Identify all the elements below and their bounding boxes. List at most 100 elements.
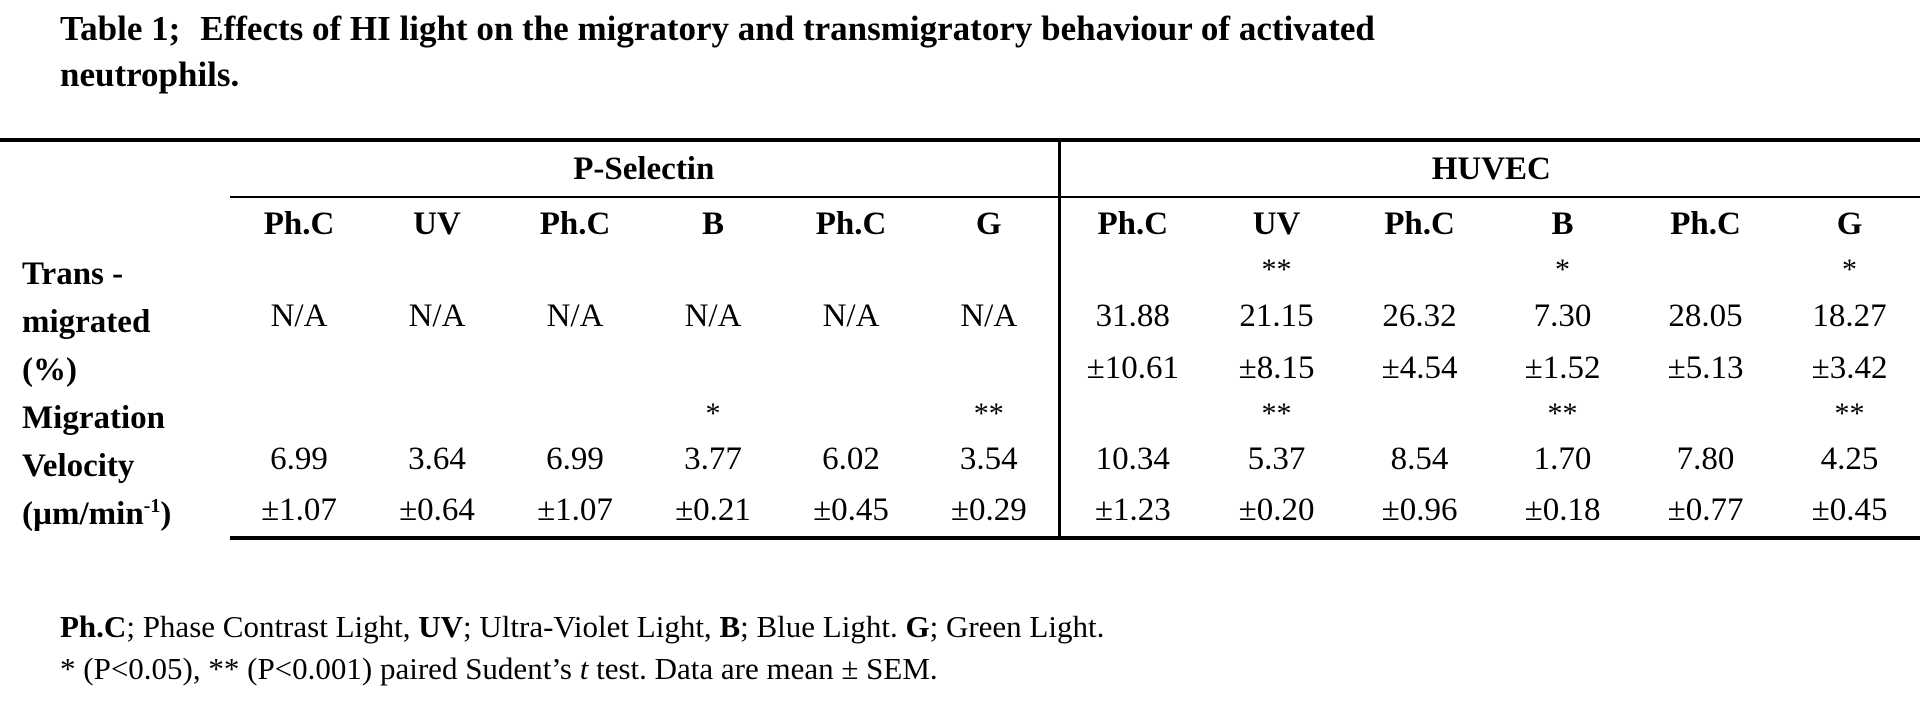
sem-value: ±0.20	[1205, 484, 1349, 541]
row-velocity-sem: ±1.07 ±0.64 ±1.07 ±0.21 ±0.45 ±0.29 ±1.23 ±0.20…	[0, 484, 1920, 541]
significance-marker: **	[1834, 397, 1865, 430]
significance-marker: *	[705, 397, 721, 430]
mean-value: 28.05	[1668, 297, 1743, 334]
significance-marker	[1348, 250, 1491, 290]
significance-marker	[1634, 394, 1777, 434]
sem-value	[920, 342, 1061, 394]
significance-marker	[506, 394, 644, 434]
column-header: Ph.C	[1384, 205, 1455, 242]
abbreviation-desc: ; Green Light.	[929, 609, 1105, 644]
mean-value: 3.54	[920, 434, 1061, 485]
mean-value: N/A	[546, 297, 604, 334]
significance-marker	[368, 394, 506, 434]
row-label-line: Trans -	[22, 256, 124, 292]
sem-value: ±0.45	[1777, 484, 1920, 541]
statistics-note: * (P<0.05), ** (P<0.001) paired Sudent’s…	[60, 651, 938, 686]
sem-value: ±0.96	[1348, 484, 1492, 541]
sem-value: ±0.45	[782, 484, 920, 541]
column-header: B	[701, 205, 724, 242]
sem-value	[230, 342, 368, 394]
significance-marker: **	[1261, 253, 1292, 286]
mean-value: 31.88	[1095, 297, 1170, 334]
sem-value: ±0.18	[1491, 484, 1635, 541]
mean-value: 6.02	[822, 440, 880, 477]
significance-marker	[1634, 250, 1777, 290]
title-line-1: Table 1; Effects of HI light on the migra…	[60, 9, 1375, 48]
sem-value: ±0.64	[368, 484, 506, 541]
column-header: UV	[413, 205, 461, 242]
significance-marker	[920, 250, 1061, 290]
column-header: Ph.C	[815, 205, 887, 242]
row-transmigrated-sem: ±10.61 ±8.15 ±4.54 ±1.52 ±5.13 ±3.42	[0, 342, 1920, 394]
sem-value	[782, 342, 920, 394]
title-line-2: neutrophils.	[60, 55, 240, 94]
significance-marker: **	[1261, 397, 1292, 430]
group-header-p-selectin: P-Selectin	[230, 138, 1061, 198]
column-header: Ph.C	[539, 205, 611, 242]
mean-value: N/A	[684, 297, 742, 334]
row-label-superscript: -1	[143, 495, 161, 517]
abbreviation-legend: Ph.C; Phase Contrast Light, UV; Ultra-Vi…	[60, 606, 1104, 648]
sem-value: ±0.77	[1634, 484, 1778, 541]
significance-marker	[368, 250, 506, 290]
title-text: Effects of HI light on the migratory and…	[200, 9, 1375, 48]
row-transmigrated-sig: Trans - migrated (%) ** * *	[0, 250, 1920, 388]
mean-value: 6.99	[546, 440, 604, 477]
mean-value: 6.99	[270, 440, 328, 477]
sem-value: ±1.07	[506, 484, 644, 541]
mean-value: 3.77	[684, 440, 742, 477]
abbreviation-desc: ; Phase Contrast Light,	[126, 609, 419, 644]
mean-value: 7.80	[1676, 440, 1735, 477]
sem-value: ±1.23	[1059, 484, 1206, 541]
column-header: Ph.C	[1670, 205, 1741, 242]
significance-marker	[782, 394, 920, 434]
row-velocity-sig: Migration Velocity (µm/min-1) * ** ** ** **	[0, 394, 1920, 532]
table-title: Table 1; Effects of HI light on the migra…	[60, 6, 1730, 98]
row-label-line: migrated	[22, 304, 151, 340]
mean-value: N/A	[822, 297, 880, 334]
row-label-line: Migration	[22, 400, 165, 436]
significance-marker	[644, 250, 782, 290]
significance-marker	[1348, 394, 1491, 434]
column-header: G	[1836, 205, 1863, 242]
sem-value: ±4.54	[1381, 349, 1458, 386]
sem-value: ±8.15	[1238, 349, 1315, 386]
mean-value: N/A	[270, 297, 328, 334]
column-header: G	[920, 197, 1061, 250]
abbreviation-key: Ph.C	[60, 609, 127, 644]
row-label-line: (%)	[22, 352, 77, 388]
sem-value: ±10.61	[1086, 349, 1179, 386]
mean-value: 1.70	[1533, 440, 1592, 477]
column-header: Ph.C	[1097, 205, 1169, 242]
mean-value: 10.34	[1095, 440, 1170, 477]
column-header: B	[1551, 205, 1574, 242]
significance-marker	[782, 250, 920, 290]
row-label-transmigrated: Trans - migrated (%)	[0, 250, 230, 394]
mean-value: 18.27	[1812, 297, 1887, 334]
corner-cell	[0, 197, 230, 250]
row-label-close: )	[160, 496, 172, 532]
significance-marker	[1059, 394, 1205, 434]
sem-value: ±1.52	[1524, 349, 1601, 386]
abbreviation-key: B	[719, 609, 741, 644]
column-header-row: Ph.C UV Ph.C B Ph.C G Ph.C UV Ph.C B Ph.C G	[0, 197, 1920, 250]
abbreviation-desc: ; Blue Light.	[740, 609, 906, 644]
row-label-line: Velocity	[22, 448, 135, 484]
sem-value: ±0.21	[644, 484, 782, 541]
sem-value: ±5.13	[1667, 349, 1744, 386]
sem-value: ±1.07	[230, 484, 368, 541]
abbreviation-key: G	[905, 609, 930, 644]
sem-value: ±0.29	[920, 484, 1061, 541]
row-label-line: (µm/min	[22, 496, 144, 532]
mean-value: 26.32	[1382, 297, 1457, 334]
mean-value: 21.15	[1239, 297, 1314, 334]
footnotes: Ph.C; Phase Contrast Light, UV; Ultra-Vi…	[60, 606, 1104, 690]
sem-value	[644, 342, 782, 394]
row-velocity-mean: 6.99 3.64 6.99 3.77 6.02 3.54 10.34 5.37 8.54 1.7…	[0, 434, 1920, 485]
significance-marker	[230, 250, 368, 290]
table-number: Table 1;	[60, 9, 181, 48]
significance-marker: **	[920, 394, 1061, 434]
mean-value: 5.37	[1247, 440, 1306, 477]
row-transmigrated-mean: N/A N/A N/A N/A N/A N/A 31.88 21.15 26.32 7.30 28.…	[0, 290, 1920, 342]
significance-marker	[230, 394, 368, 434]
